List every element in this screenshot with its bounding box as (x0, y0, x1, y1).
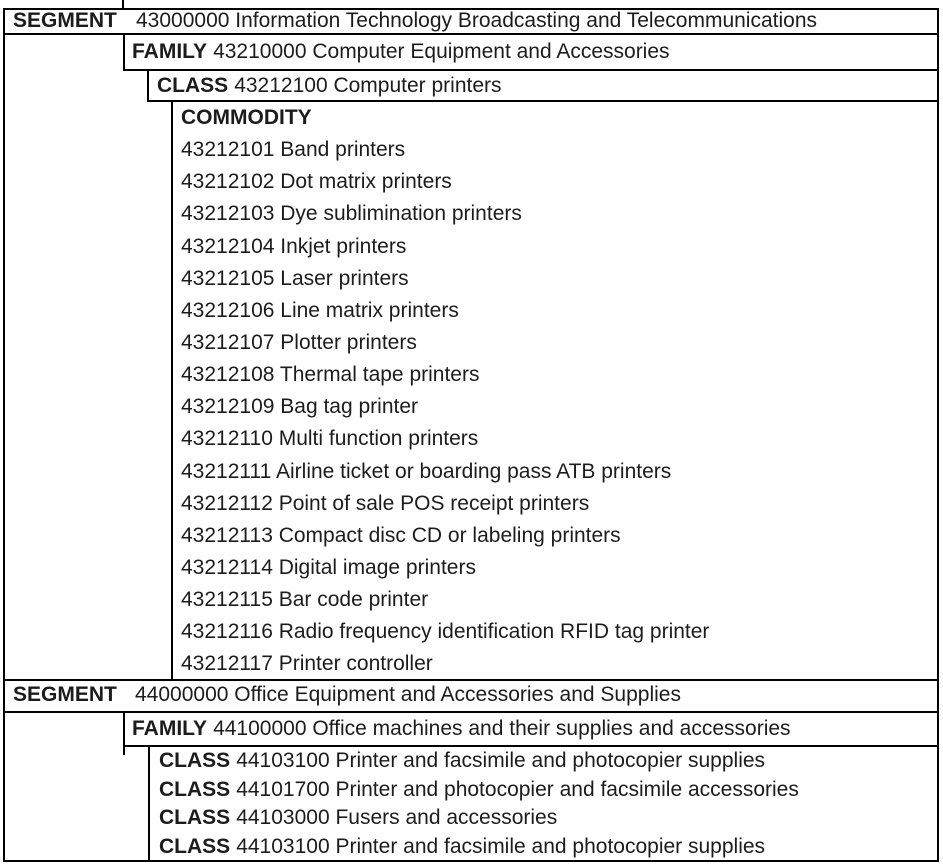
border-class1-left (147, 69, 149, 102)
commodity-item: 43212117 Printer controller (181, 652, 433, 676)
commodity-item: 43212105 Laser printers (181, 266, 409, 290)
commodity-item: 43212101 Band printers (181, 138, 406, 162)
class-label: CLASS (159, 749, 231, 773)
class-label: CLASS (157, 73, 229, 97)
segment-label: SEGMENT (13, 683, 117, 706)
commodity-item: 43212113 Compact disc CD or labeling pri… (181, 523, 621, 547)
class-code-title: 43212100 Computer printers (234, 73, 502, 97)
class-label: CLASS (159, 777, 231, 801)
border-family2-left (123, 711, 125, 747)
border-top (3, 8, 939, 10)
class-row: CLASS 43212100 Computer printers (157, 71, 502, 100)
commodity-item: 43212107 Plotter printers (181, 331, 417, 355)
border-right (937, 8, 939, 862)
commodity-header: COMMODITY (181, 106, 312, 130)
family-label: FAMILY (132, 40, 208, 63)
commodity-item: 43212106 Line matrix printers (181, 298, 459, 322)
commodity-list: COMMODITY 43212101 Band printers 4321210… (181, 102, 709, 681)
segment-row: SEGMENT 44000000 Office Equipment and Ac… (0, 680, 943, 710)
class-row: CLASS 44103000 Fusers and accessories (159, 804, 799, 833)
segment-code-title: 44000000 Office Equipment and Accessorie… (135, 683, 681, 706)
border-segment2-top (3, 679, 939, 681)
commodity-item: 43212109 Bag tag printer (181, 395, 419, 419)
commodity-item: 43212108 Thermal tape printers (181, 363, 480, 387)
commodity-item: 43212104 Inkjet printers (181, 234, 407, 258)
commodity-item: 43212110 Multi function printers (181, 427, 479, 451)
border-left (3, 8, 5, 862)
family-code-title: 43210000 Computer Equipment and Accessor… (213, 40, 670, 63)
class-code-title: 44103100 Printer and facsimile and photo… (236, 749, 766, 773)
segment-code-title: 43000000 Information Technology Broadcas… (136, 8, 818, 32)
border-class2-left (148, 745, 150, 862)
border-class1-bottom (147, 100, 939, 102)
border-family2-tick (123, 747, 125, 755)
family-code-title: 44100000 Office machines and their suppl… (213, 716, 791, 740)
class-list: CLASS 44103100 Printer and facsimile and… (159, 747, 799, 861)
class-code-title: 44103000 Fusers and accessories (236, 806, 558, 830)
family-row: FAMILY 44100000 Office machines and thei… (132, 712, 791, 745)
class-row: CLASS 44103100 Printer and facsimile and… (159, 747, 799, 776)
family-label: FAMILY (132, 716, 208, 740)
border-tick-top (122, 0, 124, 10)
commodity-item: 43212102 Dot matrix printers (181, 170, 452, 194)
commodity-item: 43212111 Airline ticket or boarding pass… (181, 459, 672, 483)
class-label: CLASS (159, 834, 231, 858)
border-family1-left (123, 33, 125, 71)
border-segment2-bottom (3, 711, 939, 713)
family-row: FAMILY 43210000 Computer Equipment and A… (132, 35, 670, 69)
segment-label: SEGMENT (13, 8, 117, 32)
commodity-item: 43212103 Dye sublimination printers (181, 202, 522, 226)
class-code-title: 44101700 Printer and photocopier and fac… (236, 777, 799, 801)
class-row: CLASS 44101700 Printer and photocopier a… (159, 776, 799, 805)
border-commodity-left (171, 100, 173, 681)
border-family2-bottom (123, 745, 939, 747)
class-row: CLASS 44103100 Printer and facsimile and… (159, 833, 799, 862)
commodity-item: 43212116 Radio frequency identification … (181, 620, 710, 644)
commodity-item: 43212115 Bar code printer (181, 588, 429, 612)
border-bottom (3, 860, 939, 862)
class-code-title: 44103100 Printer and facsimile and photo… (236, 834, 766, 858)
commodity-item: 43212112 Point of sale POS receipt print… (181, 491, 590, 515)
border-family1-bottom (123, 69, 939, 71)
border-segment1-bottom (3, 33, 939, 35)
class-label: CLASS (159, 806, 231, 830)
commodity-item: 43212114 Digital image printers (181, 556, 476, 580)
segment-row: SEGMENT 43000000 Information Technology … (0, 8, 943, 33)
